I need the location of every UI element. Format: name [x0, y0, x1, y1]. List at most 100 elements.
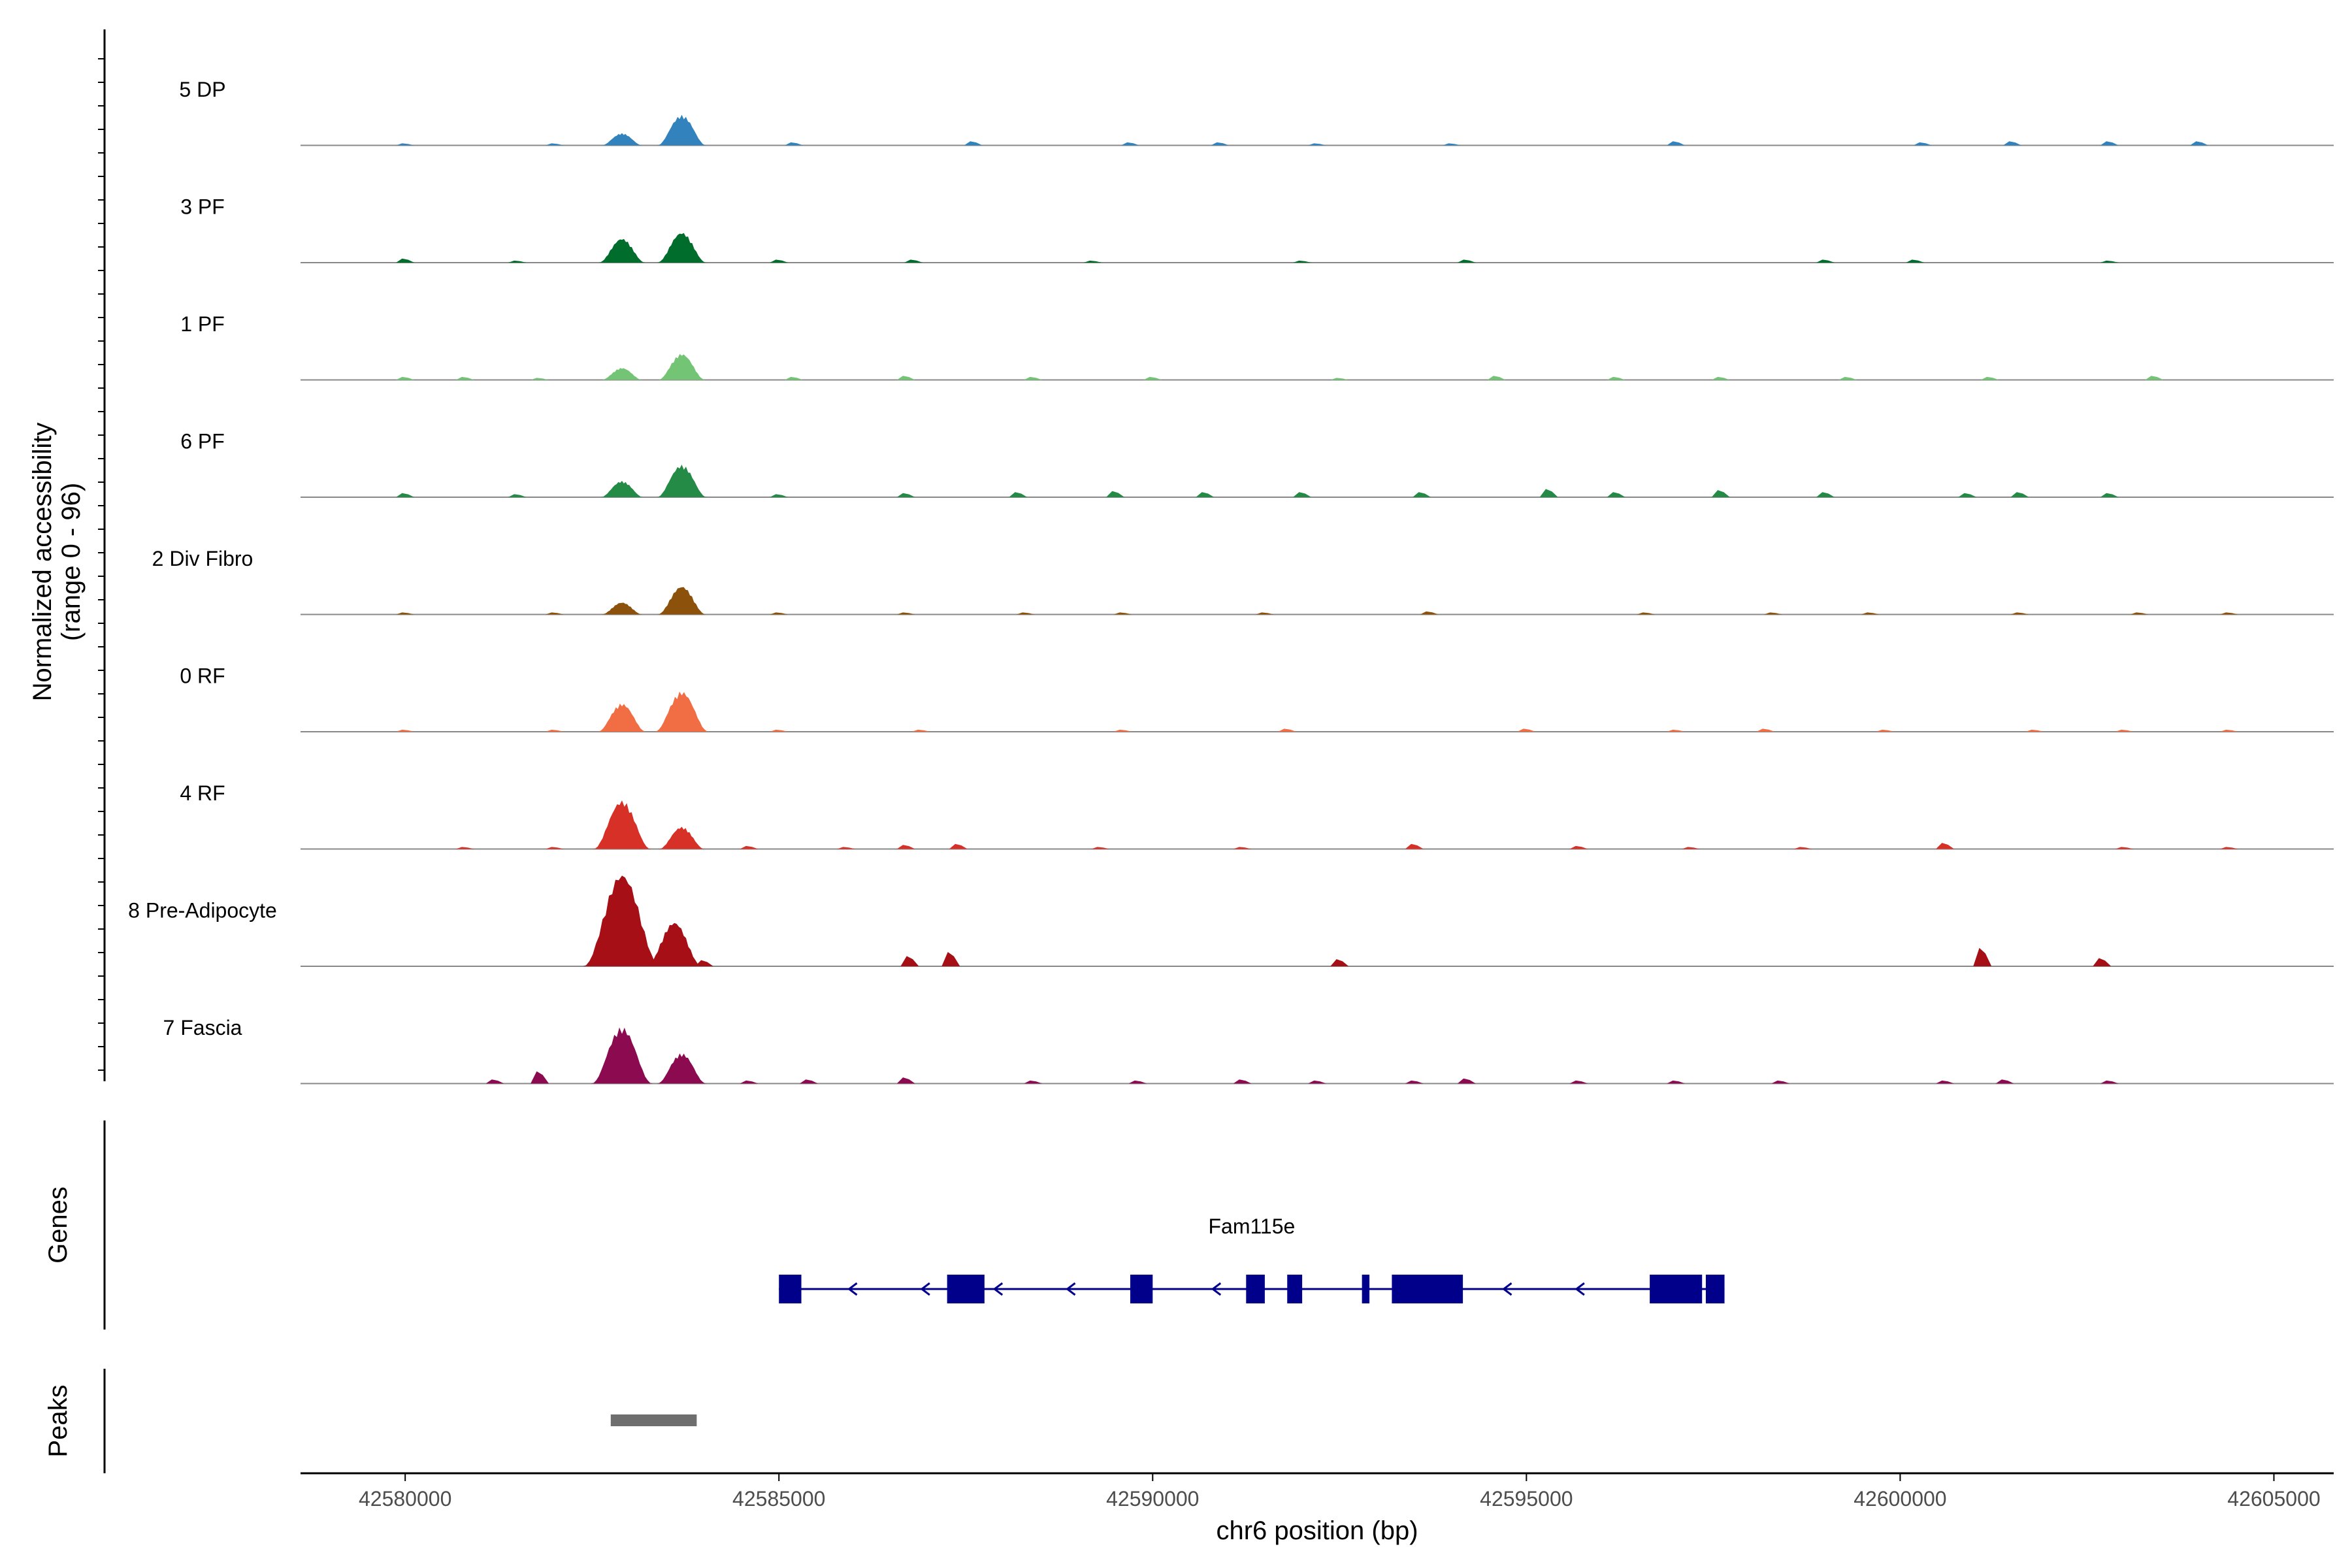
coverage-y-ticks: [98, 58, 105, 1071]
signal-blip: [1308, 143, 1326, 146]
signal-blip: [770, 612, 789, 615]
signal-blip: [1024, 376, 1043, 380]
signal-peak: [598, 238, 646, 263]
signal-blip: [1936, 843, 1955, 849]
signal-peak: [656, 465, 708, 497]
x-axis-title: chr6 position (bp): [1216, 1516, 1418, 1545]
signal-blip: [1667, 729, 1686, 732]
x-tick-label: 42595000: [1480, 1487, 1573, 1511]
signal-blip: [2115, 729, 2134, 732]
signal-blip: [896, 1077, 915, 1084]
signal-peak: [591, 1027, 653, 1084]
track: 0 RF: [180, 664, 2334, 732]
track-label: 6 PF: [180, 430, 225, 453]
signal-blip: [1120, 142, 1139, 146]
track: 8 Pre-Adipocyte: [128, 875, 2334, 967]
signal-blip: [2100, 141, 2119, 146]
signal-peak: [657, 587, 707, 615]
signal-blip: [1083, 260, 1102, 263]
signal-blip: [396, 612, 415, 615]
signal-blip: [2145, 376, 2164, 380]
signal-blip: [1569, 845, 1588, 849]
signal-blip: [1278, 728, 1297, 732]
signal-blip: [1763, 612, 1782, 615]
signal-blip: [1255, 612, 1274, 615]
strand-arrow: [920, 1282, 930, 1296]
accessibility-tracks: 5 DP 3 PF 1 PF 6 PF 2 Div Fibro 0 RF 4 RF 8 Pre…: [128, 78, 2334, 1085]
signal-blip: [896, 612, 915, 615]
x-tick-label: 42590000: [1106, 1487, 1199, 1511]
signal-blip: [941, 952, 960, 966]
y-axis-title-line-2: (range 0 - 96): [57, 483, 86, 641]
signal-blip: [396, 729, 415, 732]
gene-exon: [1287, 1275, 1303, 1303]
signal-blip: [896, 845, 915, 849]
signal-blip: [1711, 490, 1730, 497]
signal-blip: [546, 143, 564, 146]
signal-peak: [583, 875, 661, 966]
signal-blip: [1958, 493, 1977, 497]
track-label: 2 Div Fibro: [152, 547, 253, 570]
gene-exon: [947, 1275, 985, 1303]
signal-blip: [546, 847, 564, 849]
signal-blip: [1793, 847, 1812, 849]
track: 2 Div Fibro: [152, 547, 2334, 615]
signal-blip: [1876, 729, 1895, 732]
signal-blip: [1487, 376, 1506, 380]
signal-blip: [1756, 728, 1775, 732]
signal-blip: [1667, 1080, 1686, 1084]
signal-blip: [1838, 376, 1857, 380]
signal-blip: [2100, 493, 2119, 497]
signal-blip: [455, 847, 474, 849]
signal-blip: [1293, 492, 1312, 497]
signal-blip: [1308, 1080, 1326, 1084]
signal-blip: [508, 260, 527, 263]
signal-blip: [785, 376, 804, 380]
strand-arrow: [1211, 1282, 1222, 1296]
signal-blip: [531, 378, 549, 380]
signal-blip: [964, 141, 983, 146]
signal-peak: [600, 368, 644, 380]
signal-blip: [1457, 259, 1476, 263]
signal-blip: [1667, 141, 1686, 146]
track-label: 3 PF: [180, 195, 225, 219]
signal-blip: [2003, 141, 2022, 146]
track: 5 DP: [179, 78, 2334, 146]
signal-peak: [600, 481, 644, 497]
track: 4 RF: [180, 781, 2334, 850]
signal-blip: [1637, 612, 1656, 615]
peaks-track: [610, 1414, 697, 1426]
signal-blip: [2130, 612, 2149, 615]
signal-blip: [2100, 1080, 2119, 1084]
signal-blip: [1980, 376, 1999, 380]
signal-peak: [657, 1053, 707, 1084]
signal-peak: [600, 133, 644, 146]
signal-blip: [740, 845, 759, 849]
signal-blip: [1128, 1080, 1147, 1084]
signal-peak: [654, 691, 710, 732]
signal-blip: [2115, 847, 2134, 849]
signal-blip: [1517, 728, 1536, 732]
signal-blip: [455, 376, 474, 380]
signal-blip: [1816, 259, 1835, 263]
signal-blip: [1906, 259, 1925, 263]
signal-blip: [1457, 1078, 1476, 1084]
gene-exon: [779, 1275, 802, 1303]
signal-peak: [657, 353, 706, 380]
signal-blip: [1233, 1079, 1252, 1084]
signal-blip: [770, 259, 789, 263]
signal-blip: [2219, 612, 2238, 615]
signal-blip: [1442, 143, 1461, 146]
signal-blip: [396, 258, 415, 263]
signal-peak: [600, 602, 644, 615]
signal-peak: [593, 800, 651, 849]
signal-blip: [396, 493, 415, 497]
signal-blip: [1771, 1080, 1790, 1084]
gene-exon: [1246, 1275, 1265, 1303]
track: 7 Fascia: [163, 1016, 2334, 1085]
signal-blip: [1607, 492, 1625, 497]
signal-blip: [1405, 843, 1424, 849]
signal-blip: [770, 494, 789, 497]
x-tick-label: 42585000: [732, 1487, 825, 1511]
